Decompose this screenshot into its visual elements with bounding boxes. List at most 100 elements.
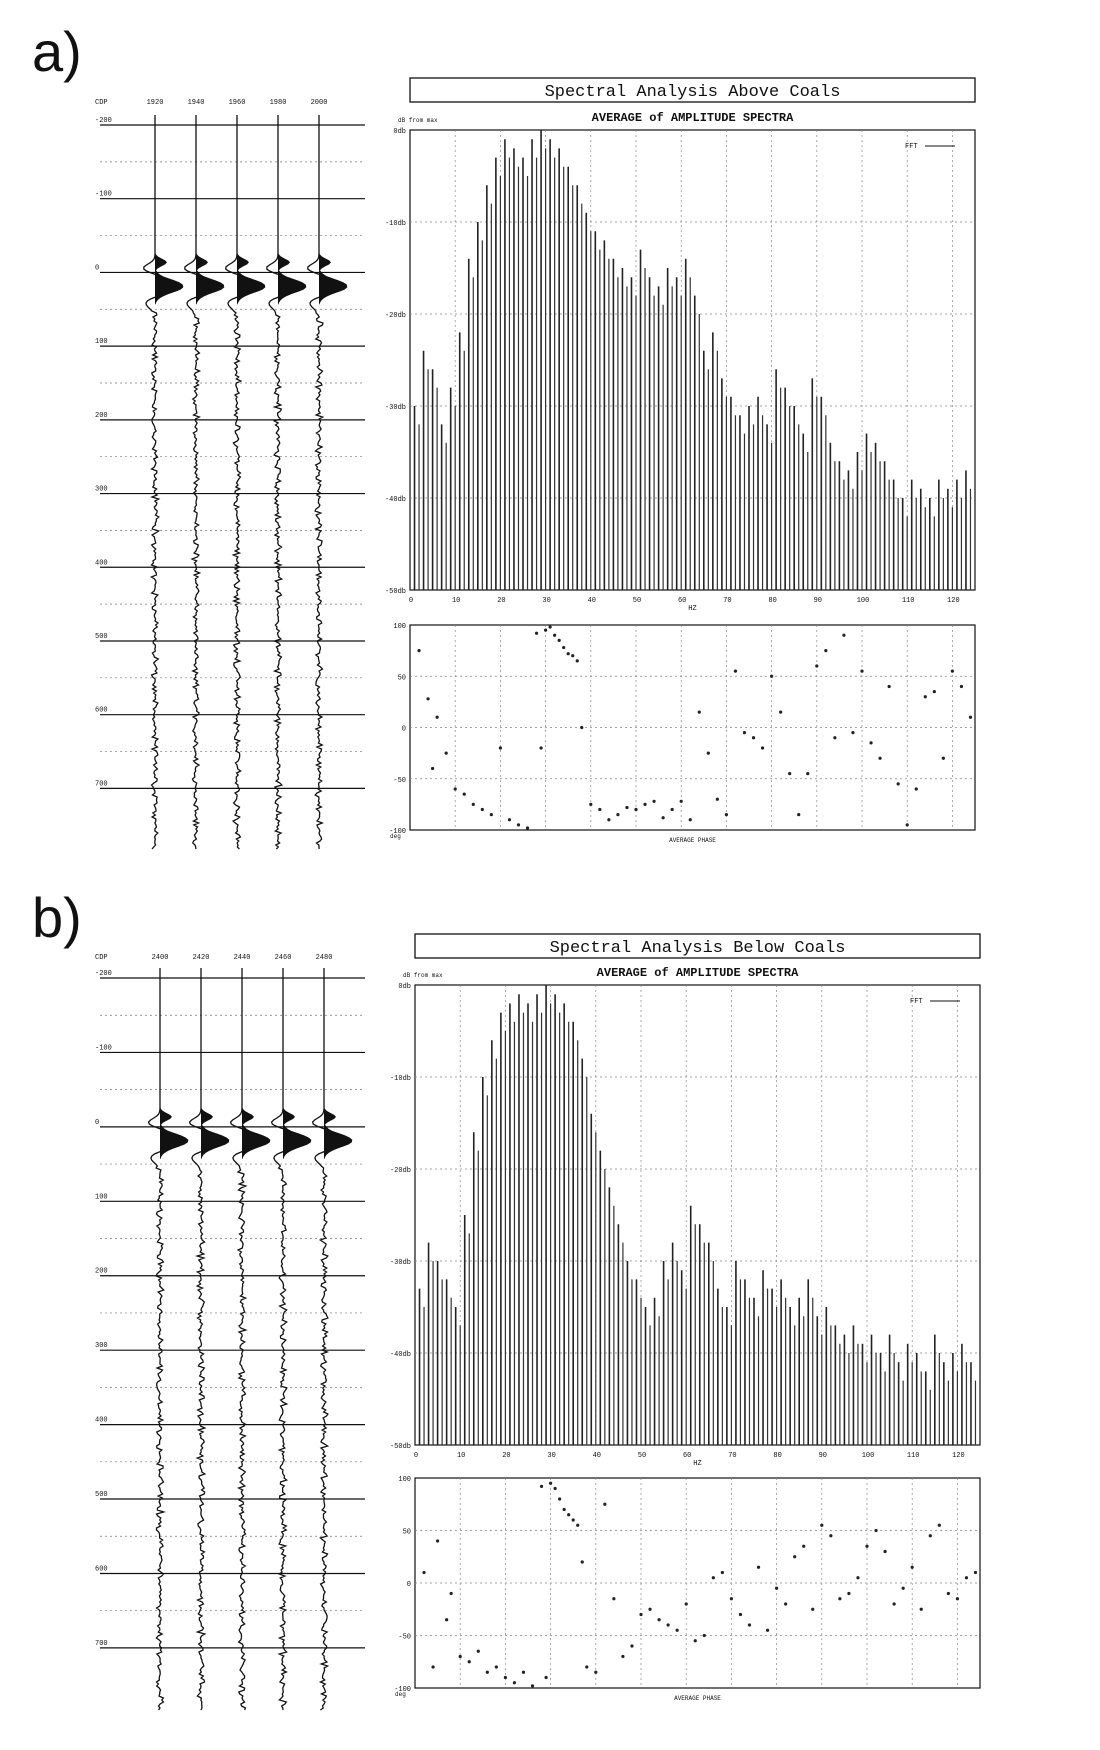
phase-y-tick-label: -100 [394,1686,411,1694]
seismic-header-label: CDP [95,99,108,107]
y-tick-label: -50db [385,588,406,596]
phase-point [815,664,819,668]
seismic-trace-label: 2480 [316,954,333,962]
seismic-trace-fill [201,1124,229,1159]
phase-point [589,802,593,806]
x-tick-label: 50 [638,1452,646,1460]
phase-point [905,823,909,827]
x-tick-label: 30 [542,597,550,605]
phase-point [742,731,747,735]
phase-point [670,807,674,812]
phase-point [892,1602,896,1606]
seismic-trace-fill [283,1124,311,1159]
phase-y-tick-label: -50 [393,777,406,785]
x-tick-label: 110 [902,597,915,605]
phase-y-tick-label: -50 [398,1634,411,1642]
x-tick-label: 80 [768,597,776,605]
x-tick-label: 40 [588,597,596,605]
seismic-time-label: -200 [95,117,112,125]
seismic-time-label: 500 [95,633,108,641]
phase-point [797,813,801,817]
phase-point [829,1534,833,1538]
phase-point [625,805,629,810]
seismic-trace-label: 2440 [234,954,251,962]
phase-point [715,797,719,801]
phase-point [539,1484,544,1488]
phase-point [820,1523,824,1527]
seismic-time-label: 700 [95,1640,108,1648]
phase-point [503,1675,507,1680]
phase-y-tick-label: 0 [402,726,406,734]
seismic-time-label: -100 [95,191,112,199]
seismic-trace-wiggle [184,115,225,850]
phase-point [751,736,756,740]
phase-point [567,1513,571,1517]
phase-point [851,731,855,735]
phase-y-tick-label: 0 [407,1581,411,1589]
seismic-trace-wiggle [229,968,271,1711]
phase-point [431,1665,435,1669]
seismic-trace-fill [160,1104,172,1129]
seismic-trace-wiggle [143,115,184,850]
x-tick-label: 50 [633,597,641,605]
phase-point [516,823,521,827]
chart-title-box [409,77,976,103]
phase-point [575,659,579,663]
x-tick-label: 60 [678,597,686,605]
seismic-time-label: 200 [95,1268,108,1276]
phase-point [793,1555,797,1559]
phase-point [910,1565,914,1569]
seismic-time-label: 100 [95,338,108,346]
x-tick-label: 90 [814,597,822,605]
seismic-time-label: 200 [95,412,108,420]
x-tick-label: 120 [952,1452,965,1460]
chart-title: Spectral Analysis Below Coals [550,939,846,958]
seismic-trace-wiggle [307,115,348,850]
phase-point [697,710,701,714]
phase-point [634,807,638,812]
phase-point [453,787,457,791]
phase-point [462,792,466,796]
phase-point [856,1576,860,1580]
phase-point [679,799,683,803]
seismic-trace-fill [278,250,290,275]
phase-point [553,633,557,637]
phase-point [445,1618,449,1622]
phase-point [494,1665,498,1669]
phase-point [557,638,561,642]
phase-point [607,818,611,822]
x-tick-label: 80 [773,1452,781,1460]
x-tick-label: 110 [907,1452,920,1460]
phase-point [711,1576,715,1580]
phase-point [756,1565,761,1569]
seismic-trace-label: 1960 [229,99,246,107]
phase-point [928,1534,932,1538]
x-tick-label: 0 [409,597,413,605]
phase-point [765,1628,770,1632]
phase-point [946,1591,950,1596]
seismic-time-label: 0 [95,1119,99,1127]
phase-point [860,669,864,673]
phase-point [784,1602,788,1606]
seismic-time-label: -100 [95,1044,112,1052]
phase-point [431,766,435,771]
phase-point [878,756,882,760]
phase-point [955,1597,960,1601]
phase-point [760,746,765,750]
phase-point [444,751,448,755]
phase-point [874,1528,878,1533]
phase-point [661,816,665,820]
phase-point [941,756,945,760]
phase-point [621,1654,625,1659]
x-tick-label: 40 [593,1452,601,1460]
phase-point [480,807,484,812]
seismic-time-label: -200 [95,970,112,978]
phase-point [426,697,430,701]
phase-point [675,1628,679,1632]
phase-point [657,1618,661,1622]
x-tick-label: 0 [414,1452,418,1460]
seismic-trace-label: 2400 [152,954,169,962]
phase-point [838,1597,842,1601]
amplitude-plot-frame [414,984,981,1446]
